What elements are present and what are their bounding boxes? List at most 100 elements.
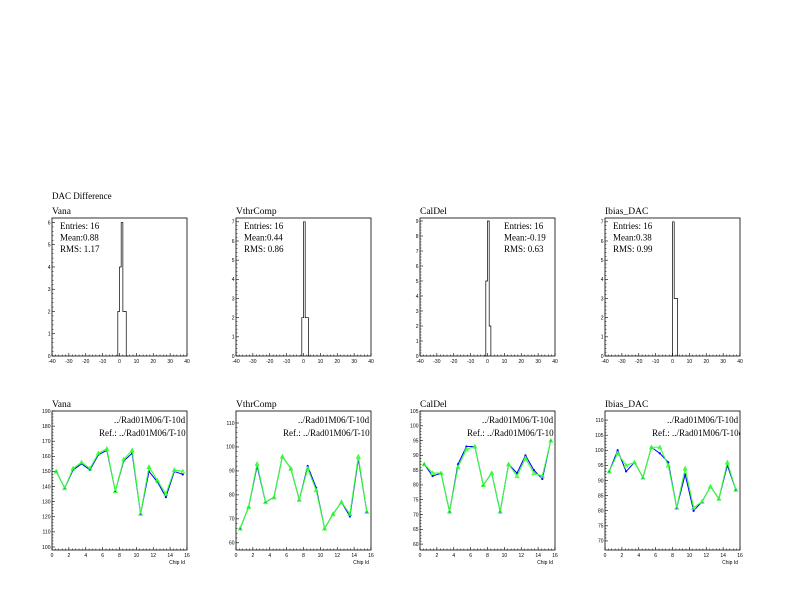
trend-vana-xtick-label: 14 <box>167 553 173 559</box>
trend-caldel-point-reference <box>514 473 520 479</box>
trend-caldel-point-current <box>524 454 527 457</box>
hist-vthrcomp-xtick-label: 20 <box>334 359 340 365</box>
hist-caldel-xtick-label: -20 <box>450 359 457 365</box>
hist-caldel-xtick-label: 20 <box>518 359 524 365</box>
trend-vana-point-reference <box>129 447 135 453</box>
trend-vana-point-reference <box>121 456 127 462</box>
trend-ibias-dac-ytick-label: 105 <box>595 433 604 439</box>
hist-vana-ytick-label: 0 <box>48 354 51 360</box>
hist-caldel-ytick-label: 3 <box>416 309 419 315</box>
trend-caldel-point-reference <box>489 470 495 476</box>
hist-vthrcomp-ytick-label: 5 <box>232 258 235 264</box>
trend-vana-frame <box>51 410 188 551</box>
trend-vana-point-reference <box>138 510 144 516</box>
trend-vthrcomp-point-reference <box>262 499 269 505</box>
trend-vthrcomp-ytick-label: 80 <box>229 493 235 499</box>
hist-vthrcomp-xtick-label: 40 <box>368 359 374 365</box>
trend-vthrcomp-point-reference <box>246 504 252 509</box>
trend-ibias-dac-xtick-label: 14 <box>720 553 726 559</box>
trend-vana-xtick-label: 0 <box>51 553 54 559</box>
trend-vana-ytick-label: 150 <box>42 469 51 475</box>
trend-ibias-dac-point-reference <box>682 465 688 471</box>
trend-ibias-dac-point-reference <box>657 444 663 450</box>
trend-caldel-legend-reference: Ref.: ../Rad01M06/T-10 <box>467 428 554 438</box>
trend-ibias-dac-point-reference <box>665 462 671 468</box>
trend-vthrcomp-ytick-label: 110 <box>227 421 235 427</box>
hist-vana-xtick-label: -10 <box>99 359 106 365</box>
trend-ibias-dac-point-reference <box>733 486 739 492</box>
trend-caldel-frame <box>419 410 556 551</box>
hist-ibias-dac-title: Ibias_DAC <box>605 207 648 217</box>
trend-vana-legend-reference: Ref.: ../Rad01M06/T-10 <box>99 428 186 438</box>
hist-ibias-dac-xtick-label: -30 <box>618 359 625 365</box>
trend-caldel-line-current <box>423 440 552 512</box>
trend-ibias-dac-legend-reference: Ref.: ../Rad01M06/T-10d <box>652 428 744 438</box>
hist-vana-stat-rms: RMS: 1.17 <box>60 244 100 254</box>
trend-caldel-point-reference <box>472 443 478 449</box>
trend-vana-ytick-label: 100 <box>42 545 51 551</box>
hist-ibias-dac-xtick-label: 10 <box>687 359 693 365</box>
trend-caldel-point-reference <box>463 446 469 452</box>
trend-ibias-dac-panel: Ibias_DAC 0 2 4 6 8 10 12 14 16 70 75 80 85 90 95 100 105… <box>595 400 744 566</box>
hist-vana-stat-mean: Mean:0.88 <box>60 233 99 243</box>
hist-ibias-dac-bar <box>674 299 676 357</box>
trend-ibias-dac-title: Ibias_DAC <box>605 400 648 410</box>
hist-caldel-ytick-label: 6 <box>416 264 419 270</box>
trend-vthrcomp-xtick-label: 8 <box>302 553 305 559</box>
hist-caldel-ytick-label: 0 <box>416 354 419 360</box>
hist-vana-ytick-label: 6 <box>48 220 51 226</box>
hist-ibias-dac-ytick-label: 4 <box>601 277 604 283</box>
trend-vthrcomp-point-reference <box>254 460 260 466</box>
hist-caldel-ytick-label: 7 <box>416 249 419 255</box>
trend-vana-ytick-label: 190 <box>42 409 51 415</box>
trend-caldel-line-reference <box>423 440 552 512</box>
trend-caldel-ytick-label: 70 <box>413 512 419 518</box>
trend-vana-point-reference <box>104 446 110 451</box>
trend-caldel-ytick-label: 75 <box>413 498 419 504</box>
hist-vana-panel: Vana -40 -30 -20 -10 0 10 20 30 40 0 1 2 3 4 5 6 Entries:… <box>48 207 190 365</box>
trend-vthrcomp-xtick-label: 6 <box>285 553 288 559</box>
trend-vana-xtick-label: 10 <box>134 553 140 559</box>
trend-caldel-xtick-label: 10 <box>502 553 508 559</box>
hist-vthrcomp-outline <box>301 221 311 357</box>
trend-ibias-dac-legend: ../Rad01M06/T-10d Ref.: ../Rad01M06/T-10d <box>652 415 744 438</box>
trend-ibias-dac-point-reference <box>623 462 629 468</box>
trend-ibias-dac-ytick-label: 85 <box>598 493 604 499</box>
hist-vthrcomp-ytick-label: 7 <box>232 220 235 226</box>
trend-vthrcomp-point-reference <box>271 494 277 500</box>
hist-vthrcomp-ytick-label: 1 <box>232 335 235 341</box>
hist-caldel-title: CalDel <box>420 207 447 217</box>
trend-ibias-dac-point-current <box>624 470 628 473</box>
hist-ibias-dac-xtick-label: 20 <box>703 359 709 365</box>
trend-vthrcomp-title: VthrComp <box>236 400 277 410</box>
hist-vthrcomp-xtick-label: -40 <box>232 359 239 365</box>
trend-ibias-dac-point-reference <box>691 504 697 510</box>
trend-vthrcomp-point-reference <box>279 453 285 459</box>
trend-ibias-dac-point-current <box>692 509 695 512</box>
hist-caldel-xtick-label: -10 <box>467 359 474 365</box>
trend-caldel-xtick-label: 6 <box>469 553 472 559</box>
trend-vana-xtick-label: 2 <box>67 553 70 559</box>
trend-ibias-dac-point-reference <box>631 459 638 465</box>
trend-vana-xtick-label: 12 <box>150 553 156 559</box>
hist-caldel-ytick-label: 5 <box>416 279 419 285</box>
trend-vthrcomp-point-reference <box>237 525 243 531</box>
trend-caldel-point-reference <box>539 473 545 479</box>
hist-vthrcomp-stat-rms: RMS: 0.86 <box>244 244 284 254</box>
trend-vthrcomp-panel: VthrComp 0 2 4 6 8 10 12 14 16 60 70 80 90 100 110 Chip … <box>226 400 374 566</box>
trend-vthrcomp-xtick-label: 12 <box>334 553 340 559</box>
hist-caldel-stat-entries: Entries: 16 <box>504 221 544 231</box>
trend-vana-point-reference <box>53 468 59 474</box>
hist-vthrcomp-xtick-label: -10 <box>283 359 290 365</box>
hist-vana-xtick-label: 20 <box>150 359 156 365</box>
trend-vana-point-reference <box>95 450 101 456</box>
trend-vana-line-current <box>55 449 183 514</box>
hist-ibias-dac-ytick-label: 0 <box>601 354 604 360</box>
trend-ibias-dac-xtick-label: 10 <box>687 553 693 559</box>
trend-vana-title: Vana <box>52 400 72 410</box>
trend-caldel-ytick-label: 105 <box>410 409 419 415</box>
trend-ibias-dac-line-reference <box>608 446 737 509</box>
trend-caldel-xtick-label: 14 <box>535 553 541 559</box>
hist-vthrcomp-xtick-label: 30 <box>351 359 357 365</box>
trend-caldel-point-current <box>465 445 468 448</box>
